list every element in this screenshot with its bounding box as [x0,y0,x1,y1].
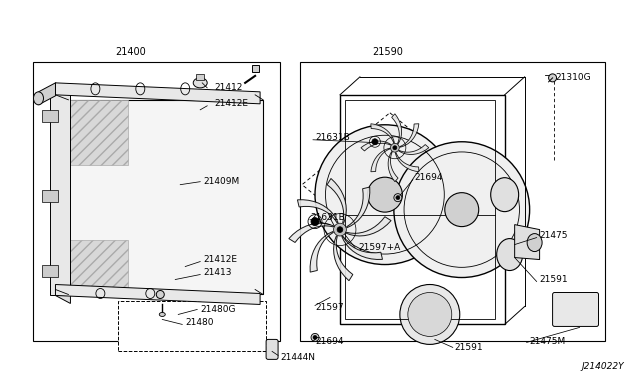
Bar [252,65,259,72]
Text: 21597: 21597 [315,303,344,312]
Bar [196,74,204,80]
Text: 21631B: 21631B [310,213,345,222]
Polygon shape [56,83,260,104]
Text: 21591: 21591 [455,343,483,352]
Circle shape [311,218,319,225]
Polygon shape [371,124,394,143]
Bar [340,95,505,324]
Ellipse shape [548,74,557,82]
Polygon shape [515,225,540,260]
Circle shape [408,292,452,336]
Text: 21591: 21591 [540,275,568,284]
Polygon shape [298,200,338,223]
Ellipse shape [159,312,165,317]
Ellipse shape [156,291,164,298]
Polygon shape [327,179,346,223]
Text: 21480: 21480 [185,318,214,327]
Bar [300,62,605,341]
Text: 21597+A: 21597+A [358,243,400,252]
Text: 21413: 21413 [204,268,232,277]
Polygon shape [400,124,419,147]
Polygon shape [396,153,419,172]
Polygon shape [361,141,391,151]
Text: 21631B: 21631B [315,133,349,142]
Circle shape [394,142,530,278]
Polygon shape [399,145,429,154]
Polygon shape [347,187,370,228]
Polygon shape [38,83,56,105]
Text: 21412E: 21412E [204,255,237,264]
Polygon shape [333,236,353,281]
Polygon shape [289,223,333,243]
Text: 21590: 21590 [372,47,403,57]
Ellipse shape [497,238,523,270]
Text: 21694: 21694 [315,337,344,346]
Circle shape [313,336,317,339]
Ellipse shape [193,78,207,88]
FancyBboxPatch shape [266,339,278,359]
Bar [68,100,129,165]
Polygon shape [371,148,390,172]
Polygon shape [342,236,383,259]
Ellipse shape [491,178,518,212]
Bar [42,264,58,276]
Text: J214022Y: J214022Y [582,362,625,371]
Ellipse shape [33,92,44,105]
Text: 21310G: 21310G [556,73,591,82]
Circle shape [396,196,400,200]
Bar [42,110,58,122]
Circle shape [367,177,403,212]
Circle shape [333,223,346,236]
Text: 21475: 21475 [540,231,568,240]
Circle shape [311,333,319,341]
Text: 21444N: 21444N [280,353,315,362]
Circle shape [400,285,460,344]
FancyBboxPatch shape [552,292,598,326]
Polygon shape [346,217,391,236]
Ellipse shape [527,234,542,251]
Circle shape [393,146,397,150]
Bar [42,190,58,202]
Bar [118,301,266,352]
Text: 21475M: 21475M [530,337,566,346]
Text: 21694: 21694 [415,173,444,182]
Bar [68,240,129,295]
Polygon shape [56,285,260,304]
Text: 21480G: 21480G [200,305,236,314]
Circle shape [394,194,402,202]
Polygon shape [310,231,333,272]
Polygon shape [56,83,70,304]
Polygon shape [392,114,401,144]
Bar [51,92,70,295]
Circle shape [390,143,399,152]
Text: 21400: 21400 [115,47,146,57]
Bar [68,100,263,295]
Bar [345,100,495,320]
Polygon shape [388,151,398,182]
Text: 21412: 21412 [214,83,243,92]
Circle shape [445,193,479,227]
Text: 21409M: 21409M [204,177,239,186]
Text: 21412E: 21412E [214,99,248,108]
Circle shape [372,139,378,145]
Circle shape [337,227,343,232]
Bar [33,62,280,341]
Circle shape [315,125,455,264]
